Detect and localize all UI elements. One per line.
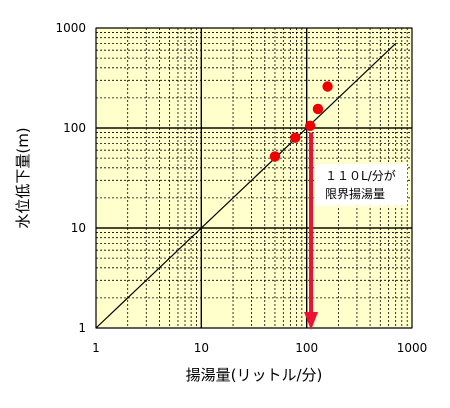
x-tick-label: 1000 [397,341,428,355]
data-points [269,81,333,162]
x-tick-label: 1 [92,341,100,355]
annotation-arrow-group [304,132,319,330]
annotation-box [315,163,408,206]
x-tick-labels: 1 10 100 1000 [92,341,427,355]
y-tick-label: 1 [78,321,86,335]
y-tick-label: 1000 [55,21,86,35]
reference-line-group [95,43,397,329]
reference-line [95,43,397,329]
data-point [304,120,316,132]
annotation-line-1: １１０L/分が [325,168,396,183]
plot-frame [95,27,413,329]
y-axis-title: 水位低下量(m) [14,127,32,228]
x-axis-title: 揚湯量(リットル/分) [186,366,323,384]
data-point [322,81,333,92]
annotation-arrow-head [304,312,319,330]
grid [95,27,413,329]
data-point [312,103,324,115]
data-point [290,132,301,143]
data-point [269,151,281,162]
y-tick-label: 100 [63,121,86,135]
y-tick-label: 10 [71,221,86,235]
annotation-line-2: 限界揚湯量 [325,187,385,201]
y-tick-labels: 1 10 100 1000 [55,21,86,335]
x-tick-label: 10 [194,341,209,355]
x-tick-label: 100 [295,341,318,355]
